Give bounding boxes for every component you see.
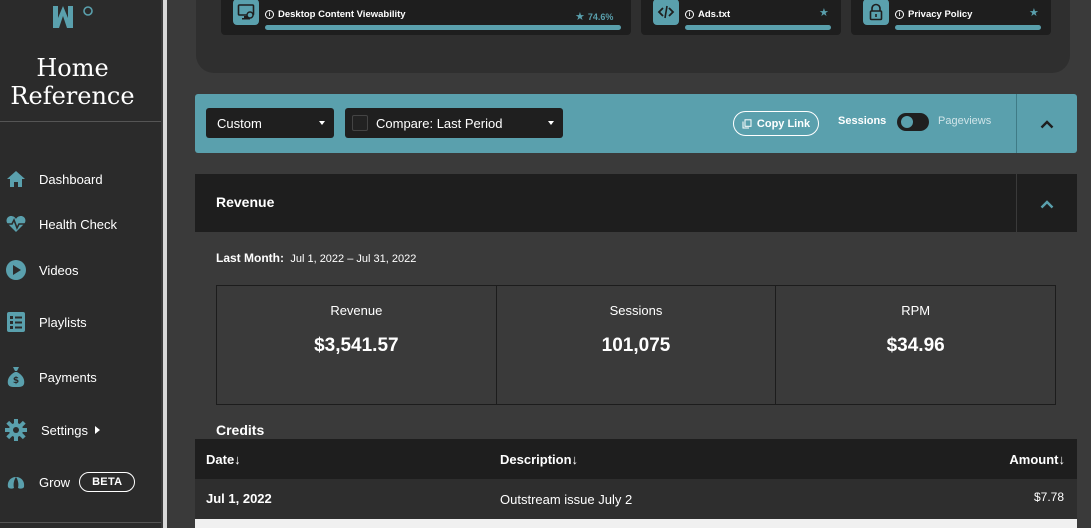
- copy-icon: [742, 118, 752, 128]
- stat-label: Revenue: [330, 303, 383, 318]
- revenue-section-header: Revenue: [195, 174, 1077, 232]
- sidebar-divider: [0, 522, 161, 523]
- code-icon: [653, 0, 679, 25]
- sidebar-item-settings[interactable]: Settings: [0, 415, 161, 445]
- compare-value: Compare: Last Period: [376, 115, 503, 131]
- sidebar-item-videos[interactable]: Videos: [0, 255, 161, 285]
- filter-bar: Custom Compare: Last Period Copy Link Se…: [195, 94, 1077, 153]
- compare-color-swatch: [352, 115, 368, 131]
- sidebar-scrollbar[interactable]: [161, 0, 174, 528]
- play-circle-icon: [5, 259, 27, 281]
- section-title: Revenue: [216, 194, 275, 210]
- stat-revenue: Revenue $3,541.57: [217, 286, 497, 404]
- info-icon[interactable]: i: [895, 10, 904, 19]
- stat-label: Sessions: [609, 303, 663, 318]
- sidebar-item-label: Dashboard: [39, 171, 103, 187]
- date-range-value: Custom: [217, 115, 262, 131]
- sidebar-item-label: Health Check: [39, 216, 118, 232]
- credits-table-header: Date↓ Description↓ Amount↓: [195, 439, 1077, 479]
- svg-text:$: $: [13, 376, 19, 386]
- credits-title: Credits: [216, 422, 265, 438]
- list-icon: [5, 311, 27, 333]
- caret-right-icon: [94, 426, 100, 434]
- site-name[interactable]: Home Reference: [10, 54, 135, 110]
- progress-bar: [685, 25, 831, 30]
- toggle-knob: [900, 115, 914, 129]
- health-card-viewability[interactable]: i Desktop Content Viewability ★ 74.6%: [221, 0, 631, 35]
- card-title: Ads.txt: [698, 9, 731, 20]
- table-row: Jul 1, 2022 Outstream issue July 2 $7.78: [195, 479, 1077, 519]
- progress-bar: [895, 25, 1041, 30]
- monitor-icon: [233, 0, 259, 25]
- star-icon: ★: [819, 7, 829, 19]
- leaf-icon: [5, 471, 27, 493]
- stat-value: $3,541.57: [314, 335, 399, 356]
- stats-panel: Revenue $3,541.57 Sessions 101,075 RPM $…: [216, 285, 1056, 405]
- column-header-amount[interactable]: Amount↓: [1009, 452, 1065, 467]
- toggle-label-sessions: Sessions: [838, 115, 887, 127]
- sidebar-item-label: Settings: [41, 422, 88, 438]
- sidebar-item-label: Videos: [39, 262, 79, 278]
- card-percent: 74.6%: [587, 11, 614, 22]
- sessions-pageviews-toggle[interactable]: [897, 113, 929, 131]
- dropdown-caret-icon: [319, 121, 325, 125]
- gear-icon: [5, 419, 27, 441]
- stat-label: RPM: [901, 303, 931, 318]
- card-title: Desktop Content Viewability: [278, 9, 406, 20]
- progress-bar: [265, 25, 621, 30]
- cell-amount: $7.78: [1033, 490, 1064, 504]
- sidebar-item-label: Grow: [39, 474, 71, 490]
- revenue-section-body: Last Month: Jul 1, 2022 – Jul 31, 2022 R…: [195, 232, 1077, 528]
- logo-icon: [53, 6, 93, 28]
- table-row: [195, 519, 1077, 528]
- column-header-date[interactable]: Date↓: [206, 452, 241, 467]
- column-header-description[interactable]: Description↓: [500, 452, 579, 467]
- period-summary: Last Month: Jul 1, 2022 – Jul 31, 2022: [216, 251, 416, 265]
- beta-badge: BETA: [79, 472, 136, 492]
- stat-sessions: Sessions 101,075: [497, 286, 777, 404]
- period-range: Jul 1, 2022 – Jul 31, 2022: [290, 253, 417, 265]
- collapse-revenue-chevron-up-icon[interactable]: [1040, 199, 1054, 209]
- sidebar-item-playlists[interactable]: Playlists: [0, 307, 161, 337]
- sidebar-item-label: Payments: [39, 369, 97, 385]
- card-title: Privacy Policy: [908, 9, 973, 20]
- sidebar-divider: [0, 121, 161, 122]
- lock-icon: [863, 0, 889, 25]
- heartbeat-icon: [5, 213, 27, 235]
- sidebar-item-dashboard[interactable]: Dashboard: [0, 164, 161, 194]
- info-icon[interactable]: i: [265, 10, 274, 19]
- money-bag-icon: $: [5, 366, 27, 388]
- dropdown-caret-icon: [548, 121, 554, 125]
- period-label: Last Month:: [216, 251, 284, 265]
- star-icon: ★: [1029, 7, 1039, 19]
- health-check-panel: i Desktop Content Viewability ★ 74.6% i …: [196, 0, 1070, 73]
- stat-value: $34.96: [886, 335, 945, 356]
- sidebar-item-payments[interactable]: $ Payments: [0, 362, 161, 392]
- stat-rpm: RPM $34.96: [776, 286, 1055, 404]
- collapse-filters-chevron-up-icon[interactable]: [1040, 119, 1054, 129]
- info-icon[interactable]: i: [685, 10, 694, 19]
- main-content: i Desktop Content Viewability ★ 74.6% i …: [174, 0, 1091, 528]
- star-icon: ★: [575, 11, 585, 23]
- stat-value: 101,075: [601, 335, 671, 356]
- sidebar-item-health-check[interactable]: Health Check: [0, 209, 161, 239]
- divider: [1016, 94, 1017, 153]
- sidebar: Home Reference Dashboard Health Check Vi…: [0, 0, 161, 528]
- compare-select[interactable]: Compare: Last Period: [345, 108, 563, 138]
- sidebar-item-label: Playlists: [39, 314, 87, 330]
- date-range-select[interactable]: Custom: [206, 108, 334, 138]
- sidebar-item-grow[interactable]: Grow BETA: [0, 467, 161, 497]
- home-icon: [5, 168, 27, 190]
- toggle-label-pageviews: Pageviews: [938, 115, 992, 127]
- copy-link-button[interactable]: Copy Link: [733, 111, 819, 136]
- divider: [1016, 174, 1017, 232]
- cell-description: Outstream issue July 2: [500, 492, 633, 507]
- cell-date: Jul 1, 2022: [206, 491, 272, 506]
- health-card-privacy-policy[interactable]: i Privacy Policy ★: [851, 0, 1051, 35]
- health-card-ads-txt[interactable]: i Ads.txt ★: [641, 0, 841, 35]
